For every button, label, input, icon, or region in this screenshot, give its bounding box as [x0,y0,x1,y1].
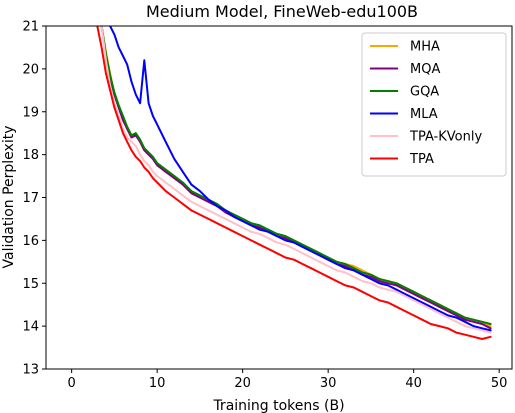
y-axis-ticks: 13 14 15 16 17 18 19 20 21 [22,20,46,378]
plot-area [96,26,492,340]
legend: MHA MQA GQA MLA TPA-KVonly TPA [361,32,507,177]
y-tick-label: 17 [22,191,39,206]
legend-label: MQA [410,62,440,77]
series-line-gqa [100,26,492,325]
legend-label: MHA [410,40,440,55]
legend-label: GQA [410,85,439,100]
x-tick-label: 0 [68,376,76,391]
y-tick-label: 18 [22,148,39,163]
series-layer [96,26,492,340]
x-tick-label: 20 [234,376,251,391]
legend-label: TPA [409,152,434,167]
x-tick-label: 10 [149,376,166,391]
x-tick-label: 50 [491,376,508,391]
x-tick-label: 40 [405,376,422,391]
y-tick-label: 19 [22,105,39,120]
series-line-tpa [96,26,492,340]
y-tick-label: 20 [22,62,39,77]
series-line-tpa-kvonly [100,26,492,334]
legend-label: MLA [410,107,438,122]
y-axis-label: Validation Perplexity [1,126,17,269]
y-tick-label: 14 [22,320,39,335]
x-axis-ticks: 0 10 20 30 40 50 [68,369,508,391]
y-tick-label: 16 [22,234,39,249]
x-tick-label: 30 [320,376,337,391]
y-tick-label: 13 [22,363,39,378]
legend-label: TPA-KVonly [409,130,482,145]
y-tick-label: 21 [22,20,39,35]
x-axis-label: Training tokens (B) [212,398,344,413]
chart-title: Medium Model, FineWeb-edu100B [146,2,418,21]
y-tick-label: 15 [22,277,39,292]
series-line-mla [109,26,492,332]
